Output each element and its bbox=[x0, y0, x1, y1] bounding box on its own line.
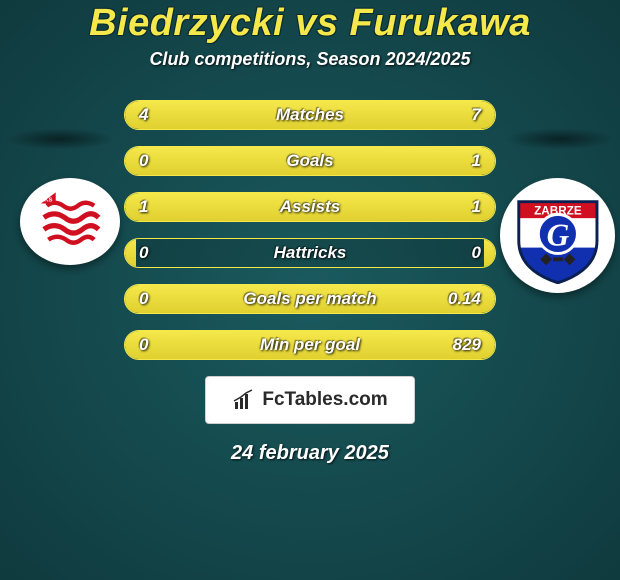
team-left-logo: KS bbox=[20, 178, 120, 265]
stat-value-left: 0 bbox=[139, 331, 148, 359]
stat-label: Hattricks bbox=[125, 239, 495, 267]
brand-text: FcTables.com bbox=[262, 389, 387, 411]
stat-value-right: 0 bbox=[472, 239, 481, 267]
page-title: Biedrzycki vs Furukawa bbox=[0, 2, 620, 45]
brand-badge: FcTables.com bbox=[205, 376, 415, 424]
stat-label: Matches bbox=[125, 101, 495, 129]
logo-letter: G bbox=[546, 217, 569, 252]
stat-value-left: 4 bbox=[139, 101, 148, 129]
stat-row: Hattricks0 0 bbox=[124, 238, 496, 268]
stat-row: Assists1 1 bbox=[124, 192, 496, 222]
stat-row: Matches4 7 bbox=[124, 100, 496, 130]
stat-value-right: 0.14 bbox=[448, 285, 481, 313]
stat-row: Min per goal0 829 bbox=[124, 330, 496, 360]
chart-icon bbox=[232, 388, 256, 412]
stat-label: Goals bbox=[125, 147, 495, 175]
svg-text:KS: KS bbox=[44, 197, 52, 203]
comparison-infographic: Biedrzycki vs Furukawa Club competitions… bbox=[0, 0, 620, 580]
stat-value-left: 0 bbox=[139, 285, 148, 313]
shadow-right bbox=[505, 128, 615, 150]
shadow-left bbox=[5, 128, 115, 150]
stat-value-left: 1 bbox=[139, 193, 148, 221]
stat-value-right: 1 bbox=[472, 147, 481, 175]
stat-value-left: 0 bbox=[139, 147, 148, 175]
subtitle: Club competitions, Season 2024/2025 bbox=[0, 49, 620, 70]
stat-label: Assists bbox=[125, 193, 495, 221]
stat-row: Goals per match0 0.14 bbox=[124, 284, 496, 314]
stat-label: Min per goal bbox=[125, 331, 495, 359]
cracovia-logo: KS bbox=[28, 185, 113, 259]
stats-list: Matches47Goals01Assists11Hattricks00Goal… bbox=[124, 100, 496, 360]
stat-value-right: 1 bbox=[472, 193, 481, 221]
stat-value-right: 829 bbox=[453, 331, 481, 359]
date-text: 24 february 2025 bbox=[0, 442, 620, 465]
stat-value-left: 0 bbox=[139, 239, 148, 267]
stat-value-right: 7 bbox=[472, 101, 481, 129]
gornik-zabrze-logo: ZABRZE G bbox=[509, 187, 607, 285]
team-right-logo: ZABRZE G bbox=[500, 178, 615, 293]
stat-row: Goals0 1 bbox=[124, 146, 496, 176]
stat-label: Goals per match bbox=[125, 285, 495, 313]
